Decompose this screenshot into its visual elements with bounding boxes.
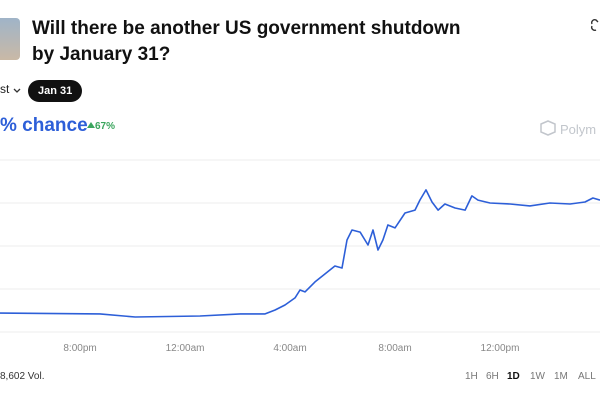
range-button[interactable]: 1W bbox=[530, 371, 545, 382]
market-title: Will there be another US government shut… bbox=[32, 18, 461, 65]
x-tick-label: 8:00pm bbox=[63, 343, 96, 354]
chance-change: 67% bbox=[95, 121, 116, 132]
date-tab[interactable]: Jan 31 bbox=[28, 80, 83, 102]
range-button[interactable]: 1M bbox=[554, 371, 568, 382]
up-arrow bbox=[87, 122, 95, 128]
brand: Polym bbox=[560, 122, 597, 137]
outcome-tab[interactable]: st bbox=[0, 82, 10, 96]
price-line bbox=[0, 189, 600, 318]
range-button[interactable]: 1H bbox=[465, 371, 478, 382]
brand-logo bbox=[540, 120, 556, 136]
x-tick-label: 8:00am bbox=[378, 343, 411, 354]
chance-label: % chance bbox=[0, 115, 88, 136]
link-icon[interactable] bbox=[591, 19, 599, 31]
x-tick-label: 4:00am bbox=[273, 343, 306, 354]
range-button[interactable]: 1D bbox=[507, 371, 520, 382]
x-tick-label: 12:00am bbox=[166, 343, 205, 354]
range-button[interactable]: ALL bbox=[578, 371, 596, 382]
range-button[interactable]: 6H bbox=[486, 371, 499, 382]
market-thumbnail bbox=[0, 18, 20, 60]
chevron[interactable] bbox=[13, 88, 21, 93]
x-tick-label: 12:00pm bbox=[481, 343, 520, 354]
volume: 8,602 Vol. bbox=[0, 371, 45, 382]
